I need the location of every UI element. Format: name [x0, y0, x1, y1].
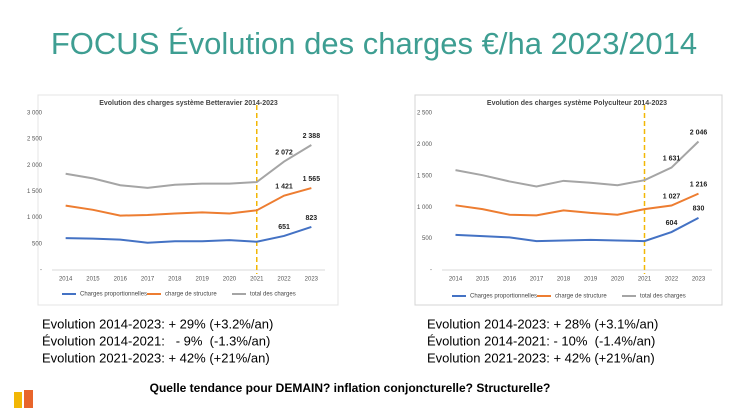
x-tick-label: 2023 [305, 277, 319, 283]
y-tick-label: 1 000 [27, 215, 43, 221]
note: Evolution 2014-2023: + 29% (+3.2%/an) [42, 316, 273, 331]
series-line [65, 187, 312, 217]
legend-label: Charges proportionnelles [470, 294, 537, 300]
data-label: 823 [306, 215, 318, 222]
x-tick-label: 2018 [168, 277, 182, 283]
legend-label: total des charges [640, 294, 686, 300]
y-tick-label: 500 [422, 236, 433, 242]
note: Évolution 2014-2021: - 10% (-1.4%/an) [427, 333, 655, 348]
logo [24, 390, 33, 408]
series-line [455, 216, 699, 243]
data-label: 1 421 [275, 183, 293, 190]
x-tick-label: 2019 [584, 277, 598, 283]
x-tick-label: 2014 [59, 277, 73, 283]
y-tick-label: 1 500 [27, 189, 43, 195]
x-tick-label: 2015 [476, 277, 490, 283]
data-label: 2 046 [690, 129, 708, 136]
data-label: 1 027 [663, 193, 681, 200]
y-tick-label: 500 [32, 241, 43, 247]
x-tick-label: 2018 [557, 277, 571, 283]
data-label: 1 631 [663, 155, 681, 162]
x-tick-label: 2015 [86, 277, 100, 283]
data-label: 604 [666, 220, 678, 227]
y-tick-label: 2 000 [417, 142, 433, 148]
y-tick-label: - [430, 268, 432, 274]
y-tick-label: 2 500 [27, 137, 43, 143]
x-tick-label: 2020 [223, 277, 237, 283]
question: Quelle tendance pour DEMAIN? inflation c… [150, 381, 551, 395]
data-label: 830 [693, 206, 705, 213]
chart-title: Evolution des charges système Betteravie… [99, 100, 278, 107]
x-tick-label: 2021 [250, 277, 264, 283]
note: Évolution 2014-2021: - 9% (-1.3%/an) [42, 333, 270, 348]
series-line [455, 140, 700, 188]
legend-label: total des charges [250, 292, 296, 298]
y-tick-label: 2 000 [27, 163, 43, 169]
x-tick-label: 2022 [665, 277, 679, 283]
logo [14, 392, 22, 408]
series-line [455, 192, 699, 217]
note: Evolution 2021-2023: + 42% (+21%/an) [427, 350, 655, 365]
chart-title: Evolution des charges système Polyculteu… [487, 100, 667, 107]
x-tick-label: 2017 [141, 277, 155, 283]
y-tick-label: - [40, 268, 42, 274]
note: Evolution 2021-2023: + 42% (+21%/an) [42, 350, 270, 365]
y-tick-label: 1 000 [417, 205, 433, 211]
y-tick-label: 2 500 [417, 111, 433, 117]
chart-frame [37, 94, 339, 306]
x-tick-label: 2019 [195, 277, 209, 283]
x-tick-label: 2016 [114, 277, 128, 283]
x-tick-label: 2023 [692, 277, 706, 283]
data-label: 651 [278, 224, 290, 231]
note: Evolution 2014-2023: + 28% (+3.1%/an) [427, 316, 658, 331]
data-label: 2 072 [275, 149, 293, 156]
data-label: 2 388 [303, 133, 321, 140]
x-tick-label: 2020 [611, 277, 625, 283]
legend-label: charge de structure [165, 292, 217, 298]
y-tick-label: 3 000 [27, 111, 43, 117]
slide-title: FOCUS Évolution des charges €/ha 2023/20… [51, 26, 697, 61]
data-label: 1 565 [303, 176, 321, 183]
x-tick-label: 2017 [530, 277, 544, 283]
x-tick-label: 2016 [503, 277, 517, 283]
series-line [65, 144, 312, 189]
x-tick-label: 2021 [638, 277, 652, 283]
legend-label: Charges proportionnelles [80, 292, 147, 298]
data-label: 1 216 [690, 181, 708, 188]
x-tick-label: 2022 [277, 277, 291, 283]
y-tick-label: 1 500 [417, 173, 433, 179]
series-line [65, 225, 312, 244]
x-tick-label: 2014 [449, 277, 463, 283]
legend-label: charge de structure [555, 294, 607, 300]
